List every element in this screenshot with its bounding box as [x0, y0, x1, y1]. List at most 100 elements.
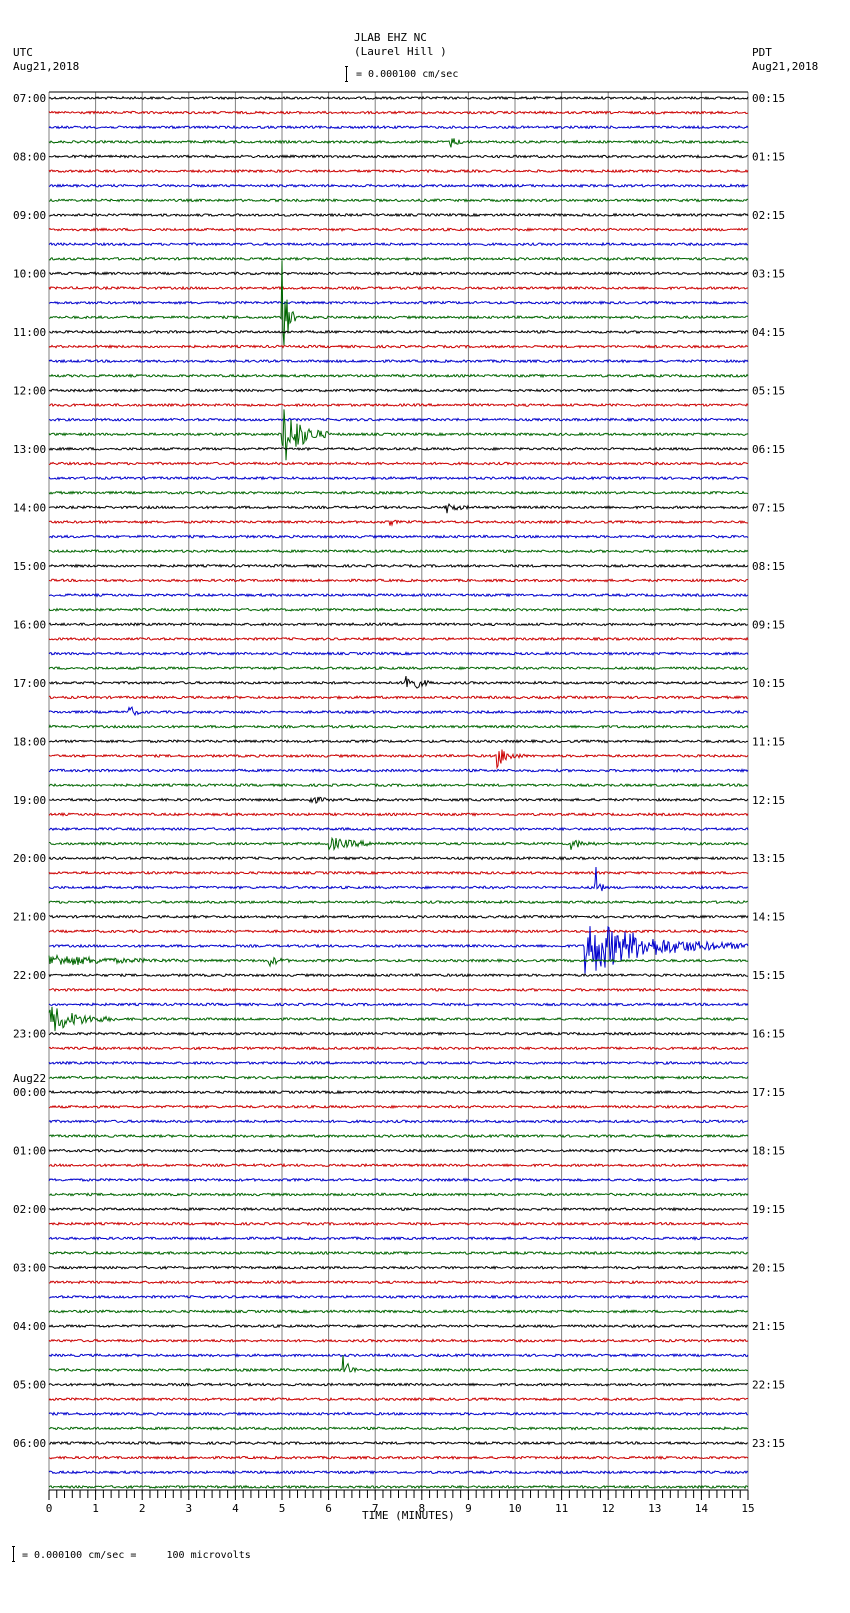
utc-hour-label: 16:00 [13, 618, 46, 631]
utc-hour-label: 23:00 [13, 1028, 46, 1041]
seismic-trace [48, 1455, 749, 1461]
seismic-trace [48, 110, 748, 115]
x-tick-label: 8 [418, 1502, 425, 1515]
seismic-trace [48, 1236, 749, 1241]
seismic-trace [48, 212, 749, 218]
pdt-hour-label: 13:15 [752, 852, 785, 865]
seismic-trace [48, 1279, 749, 1285]
right-timezone: PDT [752, 46, 772, 59]
seismic-trace [48, 1426, 749, 1431]
seismic-trace [48, 154, 749, 159]
utc-hour-label: 08:00 [13, 150, 46, 163]
seismic-trace [48, 675, 749, 689]
scale-bar-icon [345, 66, 348, 82]
seismic-trace [48, 1338, 749, 1343]
footer-scale-bar-icon [12, 1546, 15, 1562]
seismic-trace [48, 607, 749, 612]
seismic-trace [48, 1250, 749, 1256]
utc-hour-label: 03:00 [13, 1262, 46, 1275]
seismic-trace [48, 826, 749, 832]
x-tick-label: 12 [602, 1502, 615, 1515]
x-axis-label: TIME (MINUTES) [362, 1509, 455, 1522]
seismic-trace [48, 388, 749, 393]
seismic-trace [48, 1484, 749, 1490]
utc-hour-label: 14:00 [13, 501, 46, 514]
seismic-trace [48, 929, 749, 934]
seismic-trace [48, 870, 749, 876]
seismic-trace [48, 256, 749, 262]
seismic-trace [48, 665, 749, 671]
pdt-hour-label: 06:15 [752, 443, 785, 456]
pdt-hour-label: 00:15 [752, 92, 785, 105]
pdt-hour-label: 05:15 [752, 384, 785, 397]
seismic-trace [48, 578, 749, 583]
pdt-hour-label: 20:15 [752, 1262, 785, 1275]
seismic-trace [48, 1060, 749, 1066]
seismic-trace [48, 475, 749, 481]
utc-hour-label: 13:00 [13, 443, 46, 456]
seismic-trace [48, 1469, 749, 1475]
x-tick-label: 13 [648, 1502, 661, 1515]
utc-hour-label: 09:00 [13, 209, 46, 222]
x-tick-label: 0 [46, 1502, 53, 1515]
utc-hour-label: 06:00 [13, 1437, 46, 1450]
seismic-trace [48, 1046, 749, 1051]
utc-hour-label: 07:00 [13, 92, 46, 105]
seismic-trace [48, 168, 749, 174]
seismic-trace [48, 749, 749, 770]
seismic-trace [48, 1133, 749, 1139]
seismic-trace [48, 914, 749, 920]
seismic-trace [48, 1031, 749, 1037]
seismic-trace [48, 461, 749, 466]
x-tick-label: 2 [139, 1502, 146, 1515]
pdt-hour-label: 01:15 [752, 150, 785, 163]
seismic-trace [48, 706, 749, 717]
pdt-hour-label: 14:15 [752, 911, 785, 924]
seismic-trace [48, 1396, 749, 1402]
x-tick-label: 3 [185, 1502, 192, 1515]
seismic-trace [48, 1002, 749, 1007]
seismic-trace [48, 695, 749, 700]
seismic-trace [48, 592, 749, 598]
seismic-trace [48, 1162, 749, 1168]
pdt-hour-label: 19:15 [752, 1203, 785, 1216]
seismic-trace [48, 344, 749, 349]
seismic-trace [48, 972, 749, 978]
utc-hour-label: 21:00 [13, 911, 46, 924]
utc-hour-label: 04:00 [13, 1320, 46, 1333]
pdt-hour-label: 17:15 [752, 1086, 785, 1099]
seismic-trace [48, 260, 749, 346]
seismic-trace [48, 417, 749, 423]
utc-hour-label: 20:00 [13, 852, 46, 865]
pdt-hour-label: 23:15 [752, 1437, 785, 1450]
utc-hour-label: 01:00 [13, 1145, 46, 1158]
seismic-trace [48, 987, 748, 993]
seismic-trace [48, 1382, 749, 1387]
pdt-hour-label: 11:15 [752, 735, 785, 748]
utc-hour-label: 15:00 [13, 560, 46, 573]
x-tick-label: 14 [695, 1502, 709, 1515]
seismic-trace [48, 768, 749, 773]
seismic-trace [48, 373, 749, 379]
seismic-trace [48, 899, 749, 905]
seismic-trace [48, 549, 749, 554]
x-tick-label: 5 [279, 1502, 286, 1515]
seismic-trace [48, 490, 749, 496]
utc-hour-label: 17:00 [13, 677, 46, 690]
seismic-trace [48, 925, 749, 974]
x-tick-label: 6 [325, 1502, 332, 1515]
x-tick-label: 15 [741, 1502, 754, 1515]
utc-hour-label: 00:00 [13, 1086, 46, 1099]
seismic-trace [48, 1440, 749, 1446]
seismic-trace [48, 782, 749, 788]
seismic-trace [48, 1104, 749, 1110]
seismic-trace [48, 534, 749, 539]
seismic-trace [48, 1265, 749, 1270]
seismic-trace [48, 796, 749, 804]
utc-hour-label: 19:00 [13, 794, 46, 807]
pdt-hour-label: 02:15 [752, 209, 785, 222]
x-tick-label: 10 [508, 1502, 521, 1515]
pdt-hour-label: 15:15 [752, 969, 785, 982]
seismic-trace [48, 1221, 749, 1227]
seismic-trace [48, 329, 749, 335]
